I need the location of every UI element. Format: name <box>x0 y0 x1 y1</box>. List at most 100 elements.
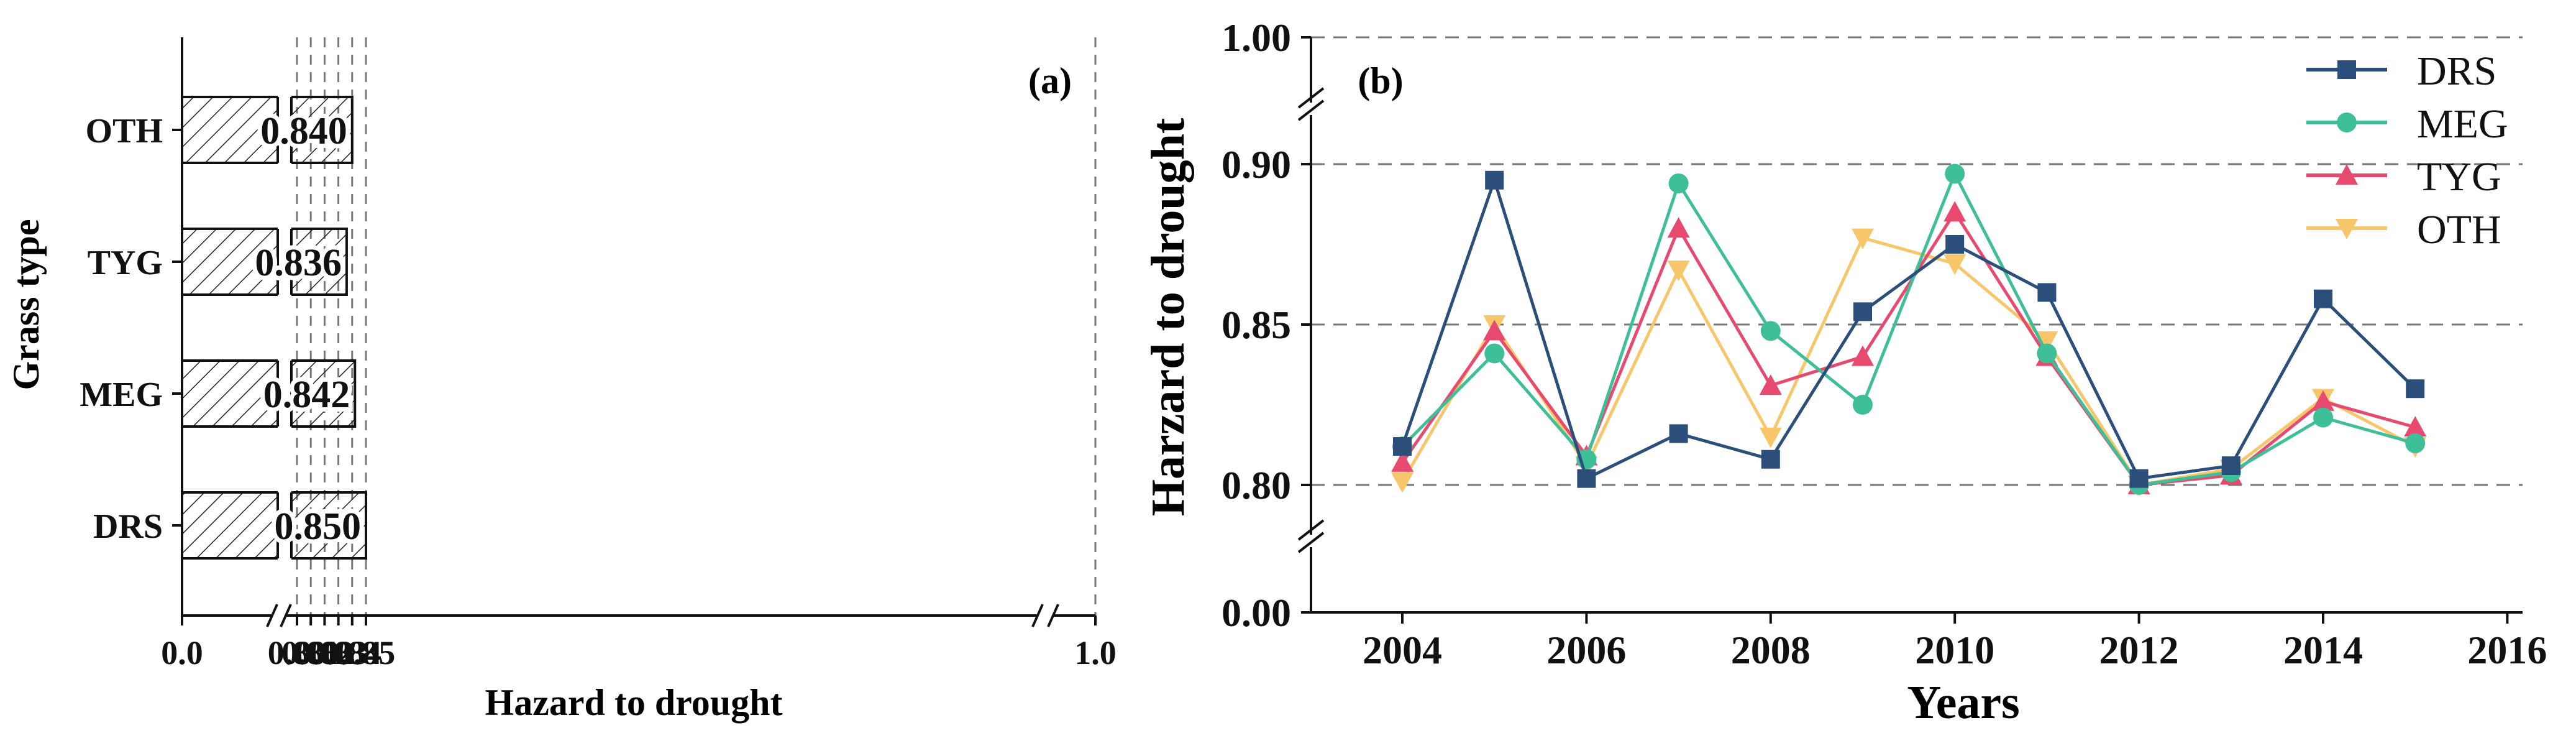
category-label-tyg: TYG <box>88 244 163 282</box>
series-oth <box>1391 228 2427 496</box>
panel-b-line-chart: 1.00 0.90 0.85 0.80 0.00 2004 2006 2008 2010 2012… <box>1142 16 2547 729</box>
category-label-meg: MEG <box>80 376 163 414</box>
y-tick-label-0.00: 0.00 <box>1222 591 1291 635</box>
bar-value-label-tyg: 0.836 <box>255 242 342 284</box>
data-point-oth-2008 <box>1759 427 1782 448</box>
data-point-drs-2008 <box>1761 450 1780 469</box>
category-label-oth: OTH <box>86 112 163 150</box>
bar-value-label-drs: 0.850 <box>275 505 362 548</box>
y-tick-label-0.80: 0.80 <box>1222 463 1291 507</box>
panel-a-gridlines <box>296 37 1097 616</box>
bar-meg-rect <box>181 359 357 428</box>
series-drs <box>1393 170 2425 488</box>
data-point-tyg-2010 <box>1943 201 1966 222</box>
x-tick-label-0.85: 0.85 <box>337 634 396 671</box>
data-point-drs-2006 <box>1577 469 1596 488</box>
x-tick-label-0.80: 0.80 <box>268 634 327 671</box>
bar-value-label-oth: 0.840 <box>260 110 347 152</box>
x-tick-label-2010: 2010 <box>1915 628 1994 672</box>
panel-b-x-axis-title: Years <box>1907 676 2020 729</box>
data-point-oth-2010 <box>1943 254 1966 275</box>
panel-b-series-lines <box>1391 164 2427 496</box>
x-tick-label-0.81: 0.81 <box>281 634 340 671</box>
x-tick-label-1-0: 1.0 <box>1074 634 1117 671</box>
x-tick-label-2006: 2006 <box>1546 628 1626 672</box>
data-point-drs-2015 <box>2406 379 2425 399</box>
x-tick-label-2016: 2016 <box>2467 628 2547 672</box>
x-tick-label-0.83: 0.83 <box>309 634 368 671</box>
panel-a-y-axis-title: Grass type <box>6 219 47 390</box>
panel-b-axis-break-mark <box>1297 532 1325 553</box>
data-point-tyg-2008 <box>1759 374 1782 395</box>
series-line-drs <box>1400 178 2416 481</box>
data-point-meg-2015 <box>2405 433 2426 453</box>
bar-meg: 0.842 <box>181 358 357 429</box>
bar-oth: 0.840 <box>181 95 354 165</box>
data-point-drs-2004 <box>1393 437 1412 456</box>
data-point-tyg-2015 <box>2404 416 2427 437</box>
data-point-tyg-2014 <box>2312 390 2334 411</box>
bar-tyg-rect <box>181 228 348 296</box>
panel-a-tick-labels: OTH TYG MEG DRS 0.0 0.800.810.820.830.840.85 1… <box>80 112 1117 671</box>
series-line-meg <box>1401 172 2416 487</box>
bar-tyg: 0.836 <box>181 226 348 297</box>
y-tick-label-0.90: 0.90 <box>1222 142 1291 187</box>
panel-b-y-axis-title: Harzard to drought <box>1142 118 1194 516</box>
legend-item-meg: MEG <box>2306 101 2508 147</box>
panel-a-label: (a) <box>1028 60 1072 101</box>
x-tick-label-2014: 2014 <box>2283 628 2363 672</box>
x-tick-label-2008: 2008 <box>1731 628 1811 672</box>
legend-label-drs: DRS <box>2417 48 2496 94</box>
x-tick-label-0.84: 0.84 <box>323 634 382 671</box>
panel-b-axis-break-mark <box>1297 99 1325 121</box>
panel-a-bar-chart: 0.840 0.836 0.842 0.850 OTH TYG MEG DRS 0.0 0.80… <box>6 37 1117 723</box>
data-point-tyg-2007 <box>1667 217 1690 238</box>
panel-a-axis-break-mark <box>280 604 292 627</box>
panel-b-label: (b) <box>1358 60 1403 101</box>
data-point-meg-2014 <box>2313 407 2333 428</box>
y-tick-label-0.85: 0.85 <box>1222 303 1291 347</box>
data-point-tyg-2004 <box>1391 451 1414 472</box>
panel-a-x-axis-title: Hazard to drought <box>485 682 783 723</box>
bar-axis-break-gap <box>278 490 291 561</box>
x-tick-label-2004: 2004 <box>1363 628 1442 672</box>
y-tick-label-1.00: 1.00 <box>1222 16 1291 60</box>
panel-a-axes <box>172 37 1097 627</box>
panel-a-bars: 0.840 0.836 0.842 0.850 <box>181 95 367 561</box>
bar-axis-break-gap <box>278 358 291 429</box>
data-point-drs-2014 <box>2314 289 2332 308</box>
data-point-meg-2010 <box>1945 164 1965 184</box>
data-point-oth-2011 <box>2035 331 2058 352</box>
data-point-oth-2007 <box>1667 261 1690 282</box>
data-point-drs-2010 <box>1945 235 1965 254</box>
panel-b-axes <box>1297 36 2523 624</box>
bar-axis-break-gap <box>278 95 291 165</box>
data-point-meg-2005 <box>1484 343 1505 364</box>
data-point-tyg-2005 <box>1483 320 1506 341</box>
x-tick-label-0-0: 0.0 <box>161 634 203 671</box>
bar-axis-break-gap <box>278 226 291 297</box>
legend-swatch-marker <box>2336 219 2358 239</box>
panel-a-axis-break-mark <box>1047 604 1059 627</box>
x-tick-label-2012: 2012 <box>2099 628 2179 672</box>
legend-swatch-marker <box>2337 60 2356 79</box>
category-label-drs: DRS <box>93 507 163 546</box>
legend-swatch-marker <box>2337 113 2357 132</box>
data-point-drs-2013 <box>2221 456 2240 476</box>
data-point-meg-2011 <box>2037 343 2057 364</box>
bar-drs: 0.850 <box>181 490 367 561</box>
panel-b-axis-break-mark <box>1297 519 1325 541</box>
panel-a-axis-break-mark <box>1031 604 1044 627</box>
data-point-drs-2009 <box>1853 302 1872 321</box>
legend-swatch-marker <box>2336 164 2358 185</box>
panel-b-axis-break-mark <box>1297 87 1325 109</box>
data-point-drs-2005 <box>1485 170 1504 190</box>
data-point-drs-2011 <box>2037 283 2057 302</box>
legend-label-meg: MEG <box>2417 101 2508 147</box>
data-point-meg-2008 <box>1760 321 1781 341</box>
data-point-oth-2009 <box>1852 228 1874 249</box>
data-point-tyg-2009 <box>1852 345 1874 366</box>
legend-item-drs: DRS <box>2306 48 2496 94</box>
data-point-drs-2007 <box>1669 424 1688 443</box>
